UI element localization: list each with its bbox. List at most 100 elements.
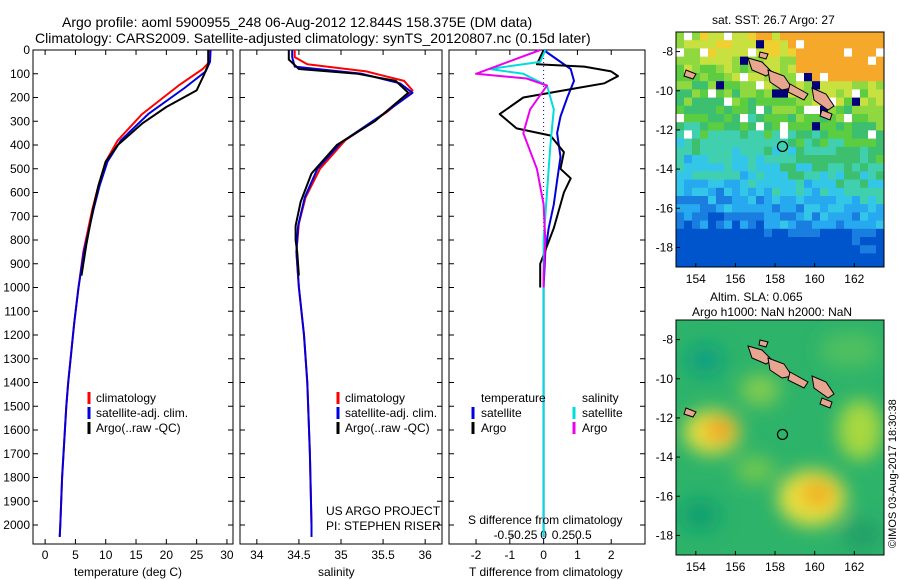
sst-cell: [876, 97, 884, 107]
sst-cell: [708, 261, 717, 267]
sst-cell: [796, 146, 805, 156]
sst-cell: [748, 89, 757, 99]
sst-cell: [684, 187, 693, 197]
sst-cell: [748, 114, 757, 123]
sst-cell: [796, 64, 805, 74]
sst-cell: [844, 245, 853, 254]
sst-cell: [772, 220, 781, 230]
sst-cell: [748, 253, 757, 263]
sst-cell: [868, 48, 877, 58]
lon-tick-label: 160: [805, 560, 825, 574]
lat-tick-label: -14: [656, 450, 674, 464]
sst-cell: [844, 179, 853, 189]
sst-cell: [756, 114, 765, 123]
sst-cell: [692, 155, 701, 164]
sst-cell: [740, 138, 749, 148]
sst-cell: [868, 204, 877, 213]
sst-cell: [796, 196, 805, 205]
sst-cell: [836, 122, 845, 131]
sst-cell: [676, 237, 685, 246]
sst-cell: [732, 138, 741, 148]
header-line1: Argo profile: aoml 5900955_248 06-Aug-20…: [62, 14, 532, 30]
island: [819, 397, 833, 409]
sst-cell: [804, 56, 813, 66]
sst-cell: [756, 130, 765, 140]
sst-cell: [820, 40, 829, 49]
sst-cell: [716, 40, 725, 49]
lat-tick-label: -12: [656, 411, 674, 425]
sst-cell: [732, 97, 741, 107]
sst-cell: [820, 64, 829, 74]
sst-cell: [756, 89, 765, 99]
sst-cell: [804, 212, 813, 222]
sst-cell: [860, 163, 869, 172]
sst-cell: [740, 212, 749, 222]
sst-cell: [860, 212, 869, 222]
sst-cell: [724, 146, 733, 156]
sst-cell: [708, 105, 717, 115]
sst-cell: [876, 196, 884, 205]
sst-cell: [772, 48, 781, 58]
sst-cell: [692, 204, 701, 213]
sst-cell: [708, 253, 717, 263]
sst-cell: [836, 114, 845, 123]
sst-cell: [844, 228, 853, 238]
island: [758, 51, 769, 60]
sst-cell: [708, 130, 717, 140]
sst-cell: [812, 212, 821, 222]
sst-cell: [700, 97, 709, 107]
sst-cell: [740, 48, 749, 58]
sst-cell: [780, 40, 789, 49]
lat-tick-label: -10: [656, 372, 674, 386]
y-tick-label: 800: [10, 233, 30, 247]
sst-cell: [836, 163, 845, 172]
sst-cell: [740, 228, 749, 238]
sst-cell: [812, 64, 821, 74]
sst-cell: [772, 179, 781, 189]
sst-cell: [772, 204, 781, 213]
sst-cell: [828, 73, 837, 82]
sst-cell: [732, 130, 741, 140]
sst-cell: [684, 245, 693, 254]
sst-cell: [780, 130, 789, 140]
sst-cell: [676, 81, 685, 90]
sst-cell: [764, 228, 773, 238]
sst-cell: [796, 171, 805, 181]
sst-cell: [844, 196, 853, 205]
lat-tick-label: -8: [662, 45, 673, 59]
sst-cell: [804, 228, 813, 238]
x-tick-label: -1: [504, 548, 515, 562]
sst-cell: [700, 228, 709, 238]
sst-cell: [820, 253, 829, 263]
sst-cell: [804, 179, 813, 189]
sst-cell: [804, 122, 813, 131]
x-tick-label: 30: [220, 548, 234, 562]
sst-cell: [684, 56, 693, 66]
sst-cell: [676, 196, 685, 205]
sst-cell: [812, 81, 821, 90]
sst-cell: [724, 220, 733, 230]
sst-cell: [828, 228, 837, 238]
y-tick-label: 400: [10, 138, 30, 152]
sst-cell: [860, 220, 869, 230]
sst-cell: [860, 105, 869, 115]
lat-tick-label: -16: [656, 201, 674, 215]
sla-map-subtitle: Argo h1000: NaN h2000: NaN: [692, 305, 852, 319]
x-tick-label: 0: [540, 548, 547, 562]
sst-cell: [836, 40, 845, 49]
x-tick-label: 5: [72, 548, 79, 562]
sst-cell: [772, 163, 781, 172]
sst-cell: [692, 64, 701, 74]
sst-cell: [868, 122, 877, 131]
sla-map-axes: 154 156 158 160 162 -8 -10 -12 -14 -16 -18: [656, 333, 865, 574]
sst-cell: [812, 114, 821, 123]
sst-cell: [836, 187, 845, 197]
sst-cell: [724, 245, 733, 254]
s-difference-label: S difference from climatology: [468, 513, 623, 527]
sst-cell: [676, 187, 685, 197]
sst-cell: [868, 89, 877, 99]
lat-tick-label: -16: [656, 489, 674, 503]
sst-cell: [860, 138, 869, 148]
sst-cell: [876, 130, 884, 140]
